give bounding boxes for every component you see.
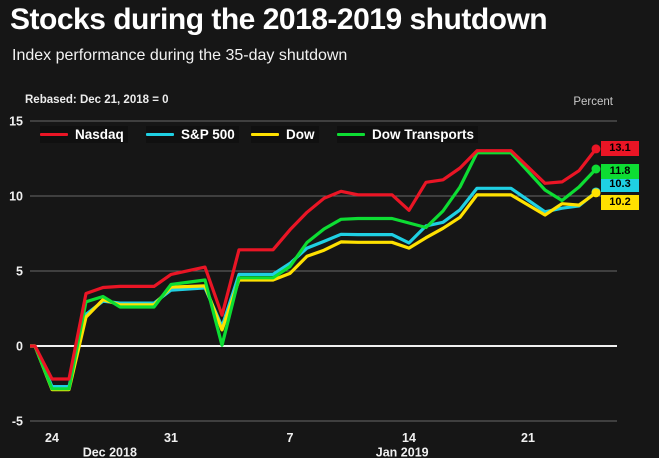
- x-axis-tick-label: 31: [164, 431, 178, 445]
- legend-label: S&P 500: [181, 127, 235, 142]
- legend-label: Nasdaq: [75, 127, 124, 142]
- x-axis-month-label: Dec 2018: [83, 446, 137, 458]
- chart-subtitle: Index performance during the 35-day shut…: [12, 47, 348, 64]
- series-lines: [30, 147, 598, 392]
- y-axis-tick-label: 10: [9, 190, 23, 204]
- legend-label: Dow: [286, 127, 315, 142]
- y-axis-tick-label: 0: [16, 340, 23, 354]
- x-axis-tick-label: 14: [402, 431, 416, 445]
- legend-item-dow: Dow: [251, 126, 319, 143]
- end-value-label-nasdaq: 13.1: [601, 141, 639, 157]
- y-axis-labels: 15 10 5 0 -5: [9, 115, 23, 429]
- series-line-s-p-500: [30, 186, 598, 389]
- y-axis-tick-label: -5: [12, 415, 23, 429]
- end-value-label-dow: 10.2: [601, 194, 639, 210]
- series-endpoint-dots: [591, 144, 601, 198]
- series-endpoint-dow: [591, 188, 601, 198]
- end-value-label-dow-transports: 11.8: [601, 163, 639, 179]
- x-axis-tick-label: 24: [45, 431, 59, 445]
- legend-item-dow-transports: Dow Transports: [337, 126, 479, 143]
- legend-item-nasdaq: Nasdaq: [40, 126, 128, 143]
- y-axis-tick-label: 5: [16, 265, 23, 279]
- x-axis-labels: 24 31 7 14 21 Dec 2018 Jan 2019: [45, 431, 535, 458]
- rebase-note: Rebased: Dec 21, 2018 = 0: [25, 94, 169, 106]
- series-endpoint-dow-transports: [591, 164, 601, 174]
- x-axis-tick-label: 21: [521, 431, 535, 445]
- legend-swatch-s-p-500: [146, 133, 174, 136]
- legend-swatch-dow: [251, 133, 279, 136]
- legend-label: Dow Transports: [372, 127, 475, 142]
- legend-swatch-dow-transports: [337, 133, 365, 136]
- page-title: Stocks during the 2018-2019 shutdown: [10, 3, 548, 36]
- series-line-dow-transports: [30, 151, 598, 391]
- x-axis-tick-label: 7: [287, 431, 294, 445]
- end-value-label-s-p-500: 10.3: [601, 177, 639, 193]
- x-axis-month-label: Jan 2019: [376, 446, 429, 458]
- y-axis-tick-label: 15: [9, 115, 23, 129]
- legend-item-s-p-500: S&P 500: [146, 126, 239, 143]
- gridlines: [30, 120, 617, 422]
- series-line-dow: [30, 191, 598, 392]
- y-axis-unit-label: Percent: [573, 96, 613, 108]
- legend-swatch-nasdaq: [40, 133, 68, 136]
- series-endpoint-nasdaq: [591, 144, 601, 154]
- series-line-nasdaq: [30, 147, 598, 381]
